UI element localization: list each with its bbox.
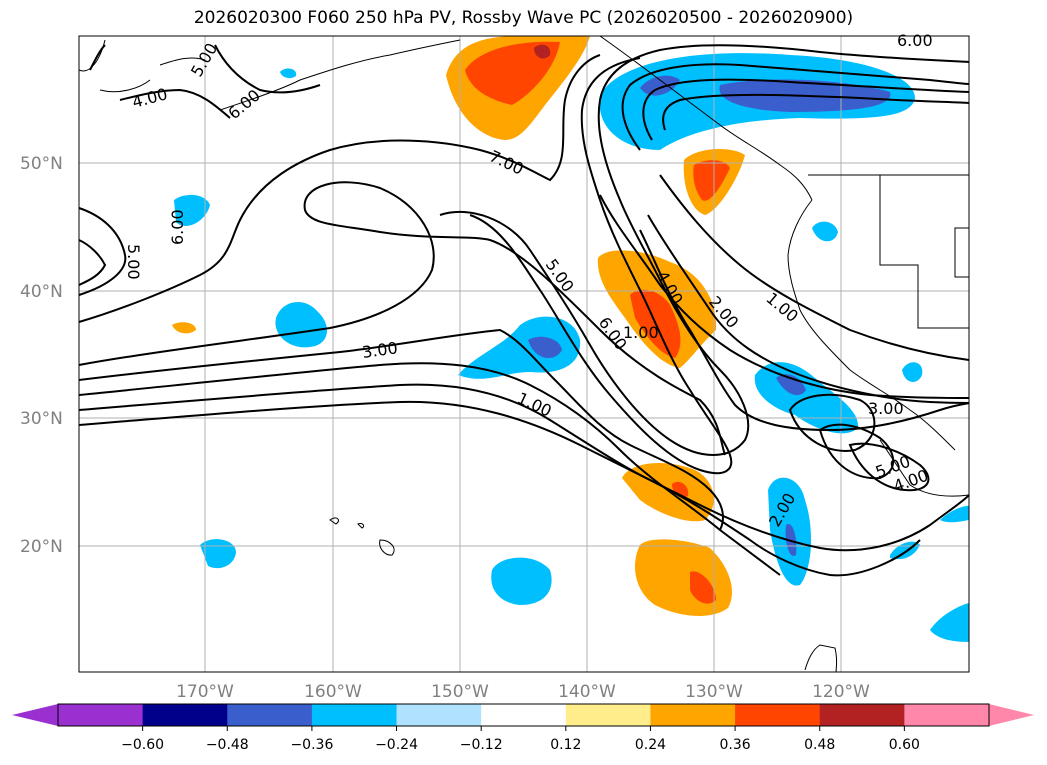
colorbar-cell [565, 704, 651, 726]
colorbar-tick-label: 0.12 [550, 737, 581, 753]
colorbar-tick-label: −0.24 [375, 737, 418, 753]
colorbar-tick-label: −0.36 [290, 737, 333, 753]
contour-label: 1.00 [623, 323, 659, 342]
neg-blob-9 [491, 557, 552, 605]
colorbar-cell [396, 704, 482, 726]
lat-axis: 50°N 40°N 30°N 20°N [20, 154, 63, 557]
contour-label: 5.00 [124, 244, 143, 280]
colorbar-tick-label: 0.36 [720, 737, 751, 753]
colorbar-cell [819, 704, 905, 726]
map-frame [78, 35, 970, 673]
colorbar-cell [142, 704, 228, 726]
neg-blob-4 [812, 221, 838, 242]
colorbar-cell [904, 704, 990, 726]
lat-label: 30°N [20, 409, 63, 429]
colorbar-tick-label: −0.60 [121, 737, 164, 753]
neg-blob-12 [280, 68, 297, 79]
pv-contours [78, 44, 970, 577]
neg-blob-alaska-core2 [640, 75, 680, 96]
pos-blob-2-core [693, 160, 730, 201]
colorbar-cell [481, 704, 567, 726]
lat-label: 20°N [20, 537, 63, 557]
colorbar: −0.60 −0.48 −0.36 −0.24 −0.12 0.12 0.24 0.36 0.4… [12, 703, 1034, 753]
lon-label: 120°W [812, 682, 870, 702]
neg-blob-2 [275, 301, 328, 348]
colorbar-tick-label: 0.24 [635, 737, 666, 753]
neg-blob-1 [174, 194, 210, 226]
pos-blob-5-core [690, 571, 716, 604]
lon-label: 140°W [558, 682, 616, 702]
neg-blob-11 [930, 603, 969, 642]
neg-blob-5-core [776, 374, 806, 396]
colorbar-cell [735, 704, 821, 726]
lat-label: 50°N [20, 154, 63, 174]
colorbar-cell [311, 704, 398, 726]
neg-blob-6 [902, 362, 923, 382]
contour-label: 6.00 [897, 31, 933, 50]
colorbar-ticks: −0.60 −0.48 −0.36 −0.24 −0.12 0.12 0.24 0.36 0.4… [121, 726, 920, 753]
colorbar-tick-label: 0.48 [804, 737, 835, 753]
lon-axis: 170°W 160°W 150°W 140°W 130°W 120°W [176, 682, 870, 702]
pos-blob-north-max [534, 44, 551, 59]
colorbar-tick-label: −0.12 [460, 737, 503, 753]
colorbar-cell [227, 704, 313, 726]
map-title: 2026020300 F060 250 hPa PV, Rossby Wave … [193, 8, 854, 28]
lon-label: 170°W [176, 682, 234, 702]
neg-blob-3 [458, 316, 581, 379]
colorbar-cell [650, 704, 736, 726]
contour-label: 3.00 [361, 338, 399, 362]
colorbar-frame [57, 703, 990, 727]
contour-label: 3.00 [868, 399, 904, 418]
neg-blob-13 [940, 505, 969, 523]
graticule [79, 36, 969, 672]
lon-label: 160°W [304, 682, 362, 702]
colorbar-tick-label: 0.60 [889, 737, 920, 753]
lon-label: 130°W [685, 682, 743, 702]
contour-label: 6.00 [168, 209, 187, 245]
colorbar-extend-right [989, 704, 1034, 726]
lat-label: 40°N [20, 282, 63, 302]
colorbar-extend-left [12, 704, 58, 726]
pos-blob-6 [172, 322, 196, 334]
pos-blob-north-core [465, 41, 560, 105]
lon-label: 150°W [431, 682, 489, 702]
colorbar-tick-label: −0.48 [206, 737, 249, 753]
colorbar-cell [58, 704, 144, 726]
neg-blob-3-core [528, 336, 562, 359]
colorbar-cells [58, 704, 990, 726]
